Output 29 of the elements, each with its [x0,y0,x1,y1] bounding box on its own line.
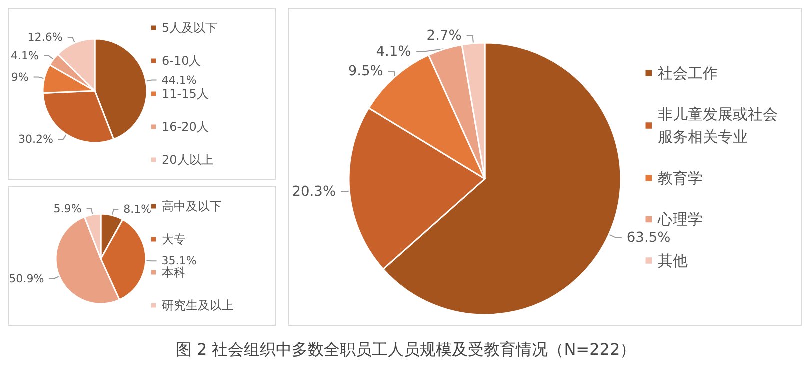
caption: 图 2 社会组织中多数全职员工人员规模及受教育情况（N=222） [174,340,638,361]
legend-label: 11-15人 [162,87,209,101]
legend-label: 本科 [162,266,186,280]
data-label: 9% [11,70,29,84]
legend-label: 非儿童发展或社会服务相关专业 [658,106,778,146]
legend-label: 其他 [658,252,688,270]
legend-label: 16-20人 [162,120,209,134]
legend-label: 高中及以下 [162,200,222,214]
legend-label: 心理学 [657,210,703,228]
data-label: 5.9% [54,202,82,216]
data-label: 9.5% [348,64,384,80]
legend-label: 大专 [162,232,186,246]
legend-label: 6-10人 [162,54,202,68]
data-label: 50.9% [9,272,44,286]
data-label: 44.1% [162,74,197,87]
data-label: 12.6% [28,30,63,44]
data-label: 4.1% [376,44,412,60]
legend-label: 20人以上 [162,153,214,167]
data-label: 4.1% [11,49,40,62]
legend-label: 研究生及以上 [162,298,234,312]
data-label: 8.1% [124,203,152,216]
data-label: 35.1% [162,254,197,268]
data-label: 2.7% [426,28,462,44]
legend-label: 5人及以下 [162,21,218,35]
data-label: 20.3% [292,184,336,200]
legend-label: 社会工作 [658,64,718,82]
data-label: 63.5% [626,230,671,246]
data-label: 30.2% [18,133,54,146]
legend-label: 教育学 [658,169,703,188]
